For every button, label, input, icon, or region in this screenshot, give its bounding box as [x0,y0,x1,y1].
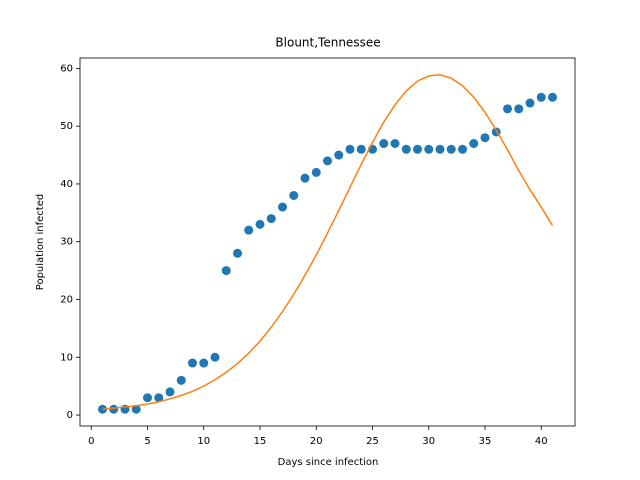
data-point [154,393,164,403]
data-point [469,139,479,149]
data-point [278,202,287,212]
x-tick-label: 15 [254,436,267,447]
data-point [109,404,119,414]
data-point [356,144,366,154]
y-axis-label: Population infected [35,194,46,290]
data-point [379,139,389,149]
y-tick-label: 20 [60,294,73,305]
fit-line [102,73,554,410]
axes-frame [79,57,576,427]
data-point [536,92,546,102]
x-tick-label: 25 [366,436,379,447]
data-point [300,173,310,183]
data-point [233,248,242,258]
data-point [334,150,344,160]
y-tick-label: 60 [60,63,73,74]
data-point [210,352,220,362]
data-point [311,167,321,177]
data-point [514,104,524,114]
data-point [289,190,299,200]
x-tick-label: 30 [422,436,435,447]
y-tick-label: 0 [67,410,73,421]
x-tick-label: 20 [310,436,323,447]
y-tick-label: 50 [60,121,73,132]
data-point [176,375,186,385]
data-point [525,98,535,108]
data-point [244,225,254,235]
x-tick-label: 40 [535,436,548,447]
data-point [480,133,490,143]
data-point [413,144,422,154]
data-point [188,358,197,368]
data-point [165,387,175,397]
data-point [435,144,445,154]
data-point [446,144,456,154]
x-tick-label: 35 [479,436,492,447]
data-point [401,144,411,154]
x-tick-label: 0 [88,436,94,447]
data-point [345,144,355,154]
chart-title: Blount,Tennessee [275,36,380,50]
x-axis-label: Days since infection [278,457,379,468]
y-tick-label: 10 [60,352,73,363]
data-point [255,219,265,229]
data-point [503,104,512,114]
data-point [390,139,400,149]
data-point [221,266,231,276]
y-tick-label: 30 [60,237,73,248]
data-point [424,144,434,154]
data-point [458,144,467,154]
data-point [131,404,141,414]
data-point [199,358,209,368]
data-point [548,92,557,102]
y-tick-label: 40 [60,179,73,190]
data-point [143,393,152,403]
x-tick-label: 5 [144,436,150,447]
x-tick-label: 10 [197,436,210,447]
data-point [266,214,276,224]
data-point [323,156,332,166]
